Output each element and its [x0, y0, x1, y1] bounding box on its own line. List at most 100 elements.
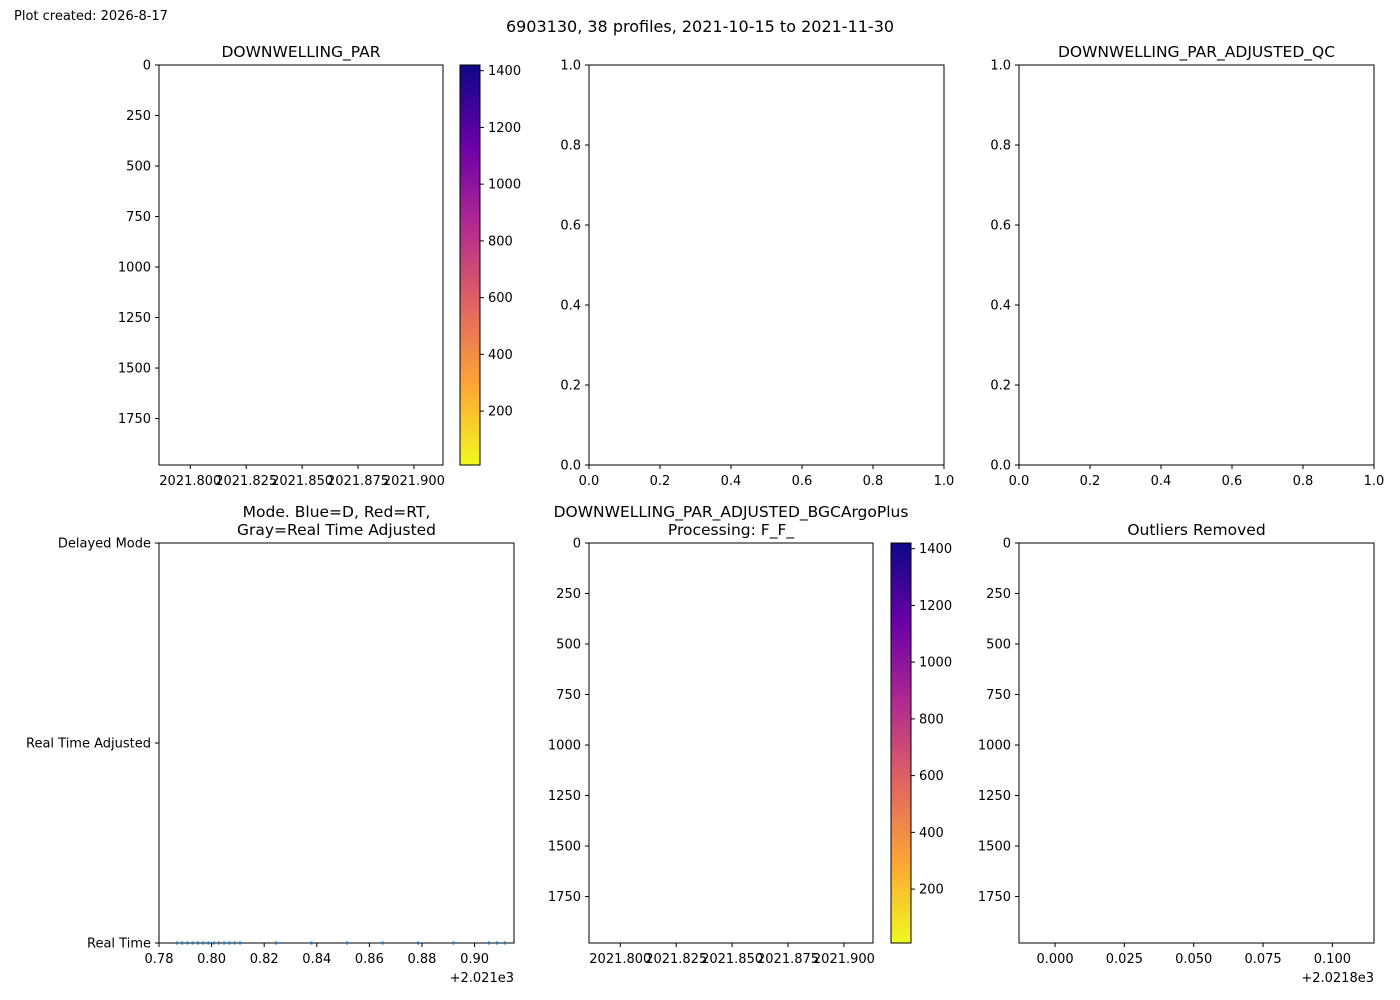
- data-point: [202, 941, 205, 945]
- x-tick-label: 2021.900: [383, 474, 445, 489]
- colorbar-gradient: [890, 542, 912, 944]
- x-tick-label: 2021.850: [271, 474, 333, 489]
- y-tick-label: 0.6: [990, 219, 1011, 234]
- y-tick-label: 0.0: [990, 459, 1011, 474]
- data-point: [381, 941, 384, 945]
- subplot-raw: DOWNWELLING_PAR 0 250 500 750 1000 1250 1500 175…: [118, 43, 521, 489]
- colorbar-gradient: [459, 64, 481, 466]
- subplots: DOWNWELLING_PAR 0 250 500 750 1000 1250 1500 175…: [26, 43, 1384, 986]
- x-tick-label: 0.4: [1151, 474, 1172, 489]
- subplot-outliers: Outliers Removed 0 250 500 750 1000 1250 1500 17…: [978, 521, 1375, 986]
- x-tick-label: 2021.900: [813, 952, 875, 967]
- data-point: [175, 941, 178, 945]
- colorbar-tick-label: 600: [919, 769, 944, 784]
- data-point: [191, 941, 194, 945]
- data-point: [488, 941, 491, 945]
- x-tick-label: 0.80: [197, 952, 226, 967]
- plot-created-stamp: Plot created: 2026-8-17: [14, 9, 168, 24]
- x-tick-label: 0.90: [460, 952, 489, 967]
- axes-frame: [158, 542, 515, 944]
- x-offset-label: +2.0218e3: [1301, 971, 1374, 986]
- y-tick-label: 1750: [978, 890, 1011, 905]
- subplot-title: DOWNWELLING_PAR: [221, 43, 380, 62]
- subplot-bgc: DOWNWELLING_PAR_ADJUSTED_BGCArgoPlusProc…: [548, 503, 952, 967]
- x-tick-label: 0.6: [792, 474, 813, 489]
- y-tick-label: 750: [556, 688, 581, 703]
- data-point: [503, 941, 506, 945]
- y-tick-label: 0.4: [990, 299, 1011, 314]
- colorbar-tick-label: 200: [919, 883, 944, 898]
- colorbar-tick-label: 1200: [488, 121, 521, 136]
- y-tick-label: 750: [126, 210, 151, 225]
- data-point: [310, 941, 313, 945]
- y-tick-label: 250: [556, 587, 581, 602]
- data-point: [217, 941, 220, 945]
- x-tick-label: 0.0: [579, 474, 600, 489]
- data-point: [186, 941, 189, 945]
- y-tick-label: Real Time Adjusted: [26, 737, 151, 752]
- y-tick-label: 1000: [978, 739, 1011, 754]
- x-tick-label: 0.2: [650, 474, 671, 489]
- colorbar-tick-label: 1000: [919, 656, 952, 671]
- y-tick-label: 1.0: [990, 59, 1011, 74]
- y-tick-label: 0.2: [560, 379, 581, 394]
- y-tick-label: 0.8: [990, 139, 1011, 154]
- x-tick-label: 0.82: [250, 952, 279, 967]
- x-tick-label: 0.6: [1222, 474, 1243, 489]
- y-tick-label: 0: [573, 537, 581, 552]
- data-point: [228, 941, 231, 945]
- data-point: [417, 941, 420, 945]
- x-tick-label: 2021.875: [757, 952, 819, 967]
- data-point: [233, 941, 236, 945]
- y-tick-label: 0.4: [560, 299, 581, 314]
- subplot-title: Outliers Removed: [1127, 521, 1265, 539]
- y-tick-label: 750: [986, 688, 1011, 703]
- axes-frame: [588, 542, 874, 944]
- y-tick-label: 1000: [118, 261, 151, 276]
- subplot-title-line: Gray=Real Time Adjusted: [237, 521, 436, 539]
- y-tick-label: 1500: [118, 362, 151, 377]
- data-point: [223, 941, 226, 945]
- subplot-mode: Mode. Blue=D, Red=RT,Gray=Real Time Adju…: [26, 503, 515, 986]
- axes-frame: [588, 64, 945, 466]
- colorbar-tick-label: 800: [488, 234, 513, 249]
- x-tick-label: 2021.825: [645, 952, 707, 967]
- data-point: [452, 941, 455, 945]
- x-tick-label: 2021.850: [701, 952, 763, 967]
- x-tick-label: 0.88: [407, 952, 436, 967]
- data-point: [196, 941, 199, 945]
- x-tick-label: 0.4: [721, 474, 742, 489]
- axes-frame: [1018, 542, 1375, 944]
- x-tick-label: 2021.800: [159, 474, 221, 489]
- y-tick-label: 1250: [548, 789, 581, 804]
- y-tick-label: 500: [126, 160, 151, 175]
- y-tick-label: 250: [986, 587, 1011, 602]
- data-point: [495, 941, 498, 945]
- x-tick-label: 0.8: [1293, 474, 1314, 489]
- y-tick-label: 500: [556, 638, 581, 653]
- x-tick-label: 0.2: [1080, 474, 1101, 489]
- y-tick-label: 1.0: [560, 59, 581, 74]
- y-tick-label: 1250: [978, 789, 1011, 804]
- y-tick-label: 1250: [118, 311, 151, 326]
- data-point: [346, 941, 349, 945]
- subplot-title-line: Mode. Blue=D, Red=RT,: [243, 503, 431, 521]
- subplot-empty: 0.0 0.2 0.4 0.6 0.8 1.0 0.0 0.2 0.4 0.6 0.8 1.0: [560, 59, 954, 490]
- x-tick-label: 0.025: [1106, 952, 1143, 967]
- y-tick-label: 0: [143, 59, 151, 74]
- subplot-title: DOWNWELLING_PAR_ADJUSTED_QC: [1058, 43, 1335, 62]
- y-tick-label: 1500: [548, 840, 581, 855]
- data-point: [212, 941, 215, 945]
- y-tick-label: 250: [126, 109, 151, 124]
- data-point: [238, 941, 241, 945]
- colorbar-tick-label: 600: [488, 291, 513, 306]
- x-tick-label: 0.0: [1009, 474, 1030, 489]
- figure-suptitle: 6903130, 38 profiles, 2021-10-15 to 2021…: [506, 17, 894, 36]
- colorbar-tick-label: 1200: [919, 599, 952, 614]
- subplot-title-line: DOWNWELLING_PAR_ADJUSTED_BGCArgoPlus: [554, 503, 909, 522]
- colorbar: 200 400 600 800 1000 1200 1400: [890, 542, 952, 944]
- y-tick-label: 1750: [548, 890, 581, 905]
- x-tick-label: 0.84: [302, 952, 331, 967]
- y-tick-label: 1000: [548, 739, 581, 754]
- y-tick-label: 1750: [118, 412, 151, 427]
